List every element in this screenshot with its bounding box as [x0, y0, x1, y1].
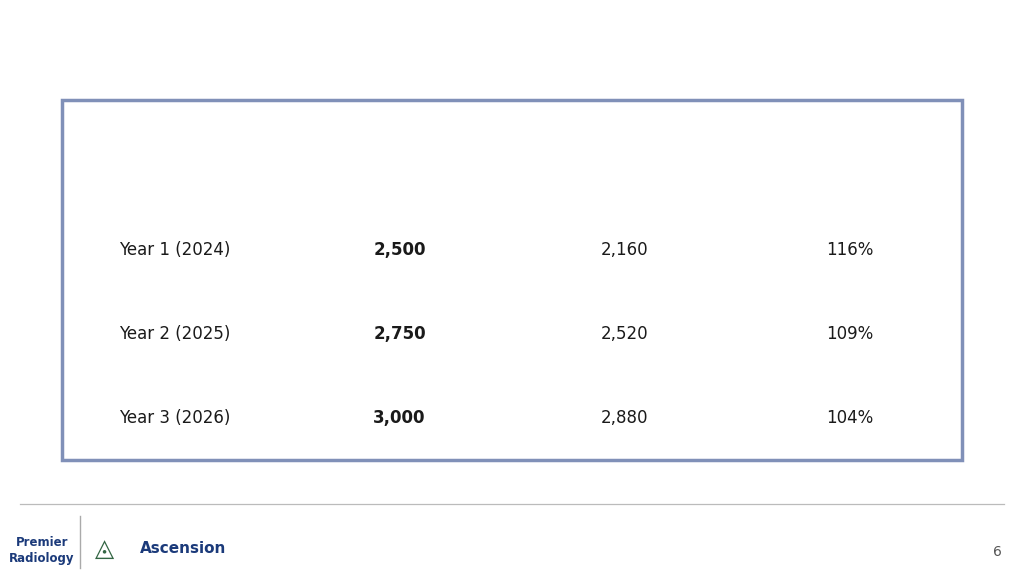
Text: 3 Year Utilization Projections for Lebanon MRI: 3 Year Utilization Projections for Leban…: [12, 14, 697, 40]
Text: 2,520: 2,520: [601, 325, 648, 343]
Text: 2,500: 2,500: [374, 241, 426, 259]
Text: Year 1 (2024): Year 1 (2024): [119, 241, 230, 259]
Text: Projection Year: Projection Year: [112, 146, 238, 161]
Text: 109%: 109%: [826, 325, 873, 343]
Text: 2,750: 2,750: [373, 325, 426, 343]
Text: 104%: 104%: [826, 409, 873, 427]
Text: 6: 6: [993, 545, 1002, 559]
Text: 116%: 116%: [825, 241, 873, 259]
Text: 2,880: 2,880: [601, 409, 648, 427]
Text: % of Threshold Met: % of Threshold Met: [769, 146, 930, 161]
Text: Year 2 (2025): Year 2 (2025): [119, 325, 230, 343]
Text: Year 3 (2026): Year 3 (2026): [119, 409, 230, 427]
Text: Ascension: Ascension: [140, 541, 226, 556]
Text: Projected # of
Annual MRI
Procedures: Projected # of Annual MRI Procedures: [340, 126, 459, 183]
Text: Radiology: Radiology: [9, 552, 75, 565]
Text: Utilization
Threshold
per MRI Unit: Utilization Threshold per MRI Unit: [572, 126, 677, 183]
Text: 3,000: 3,000: [374, 409, 426, 427]
Text: Premier: Premier: [15, 536, 69, 549]
Text: 2,160: 2,160: [601, 241, 648, 259]
Text: ◬: ◬: [95, 537, 115, 561]
